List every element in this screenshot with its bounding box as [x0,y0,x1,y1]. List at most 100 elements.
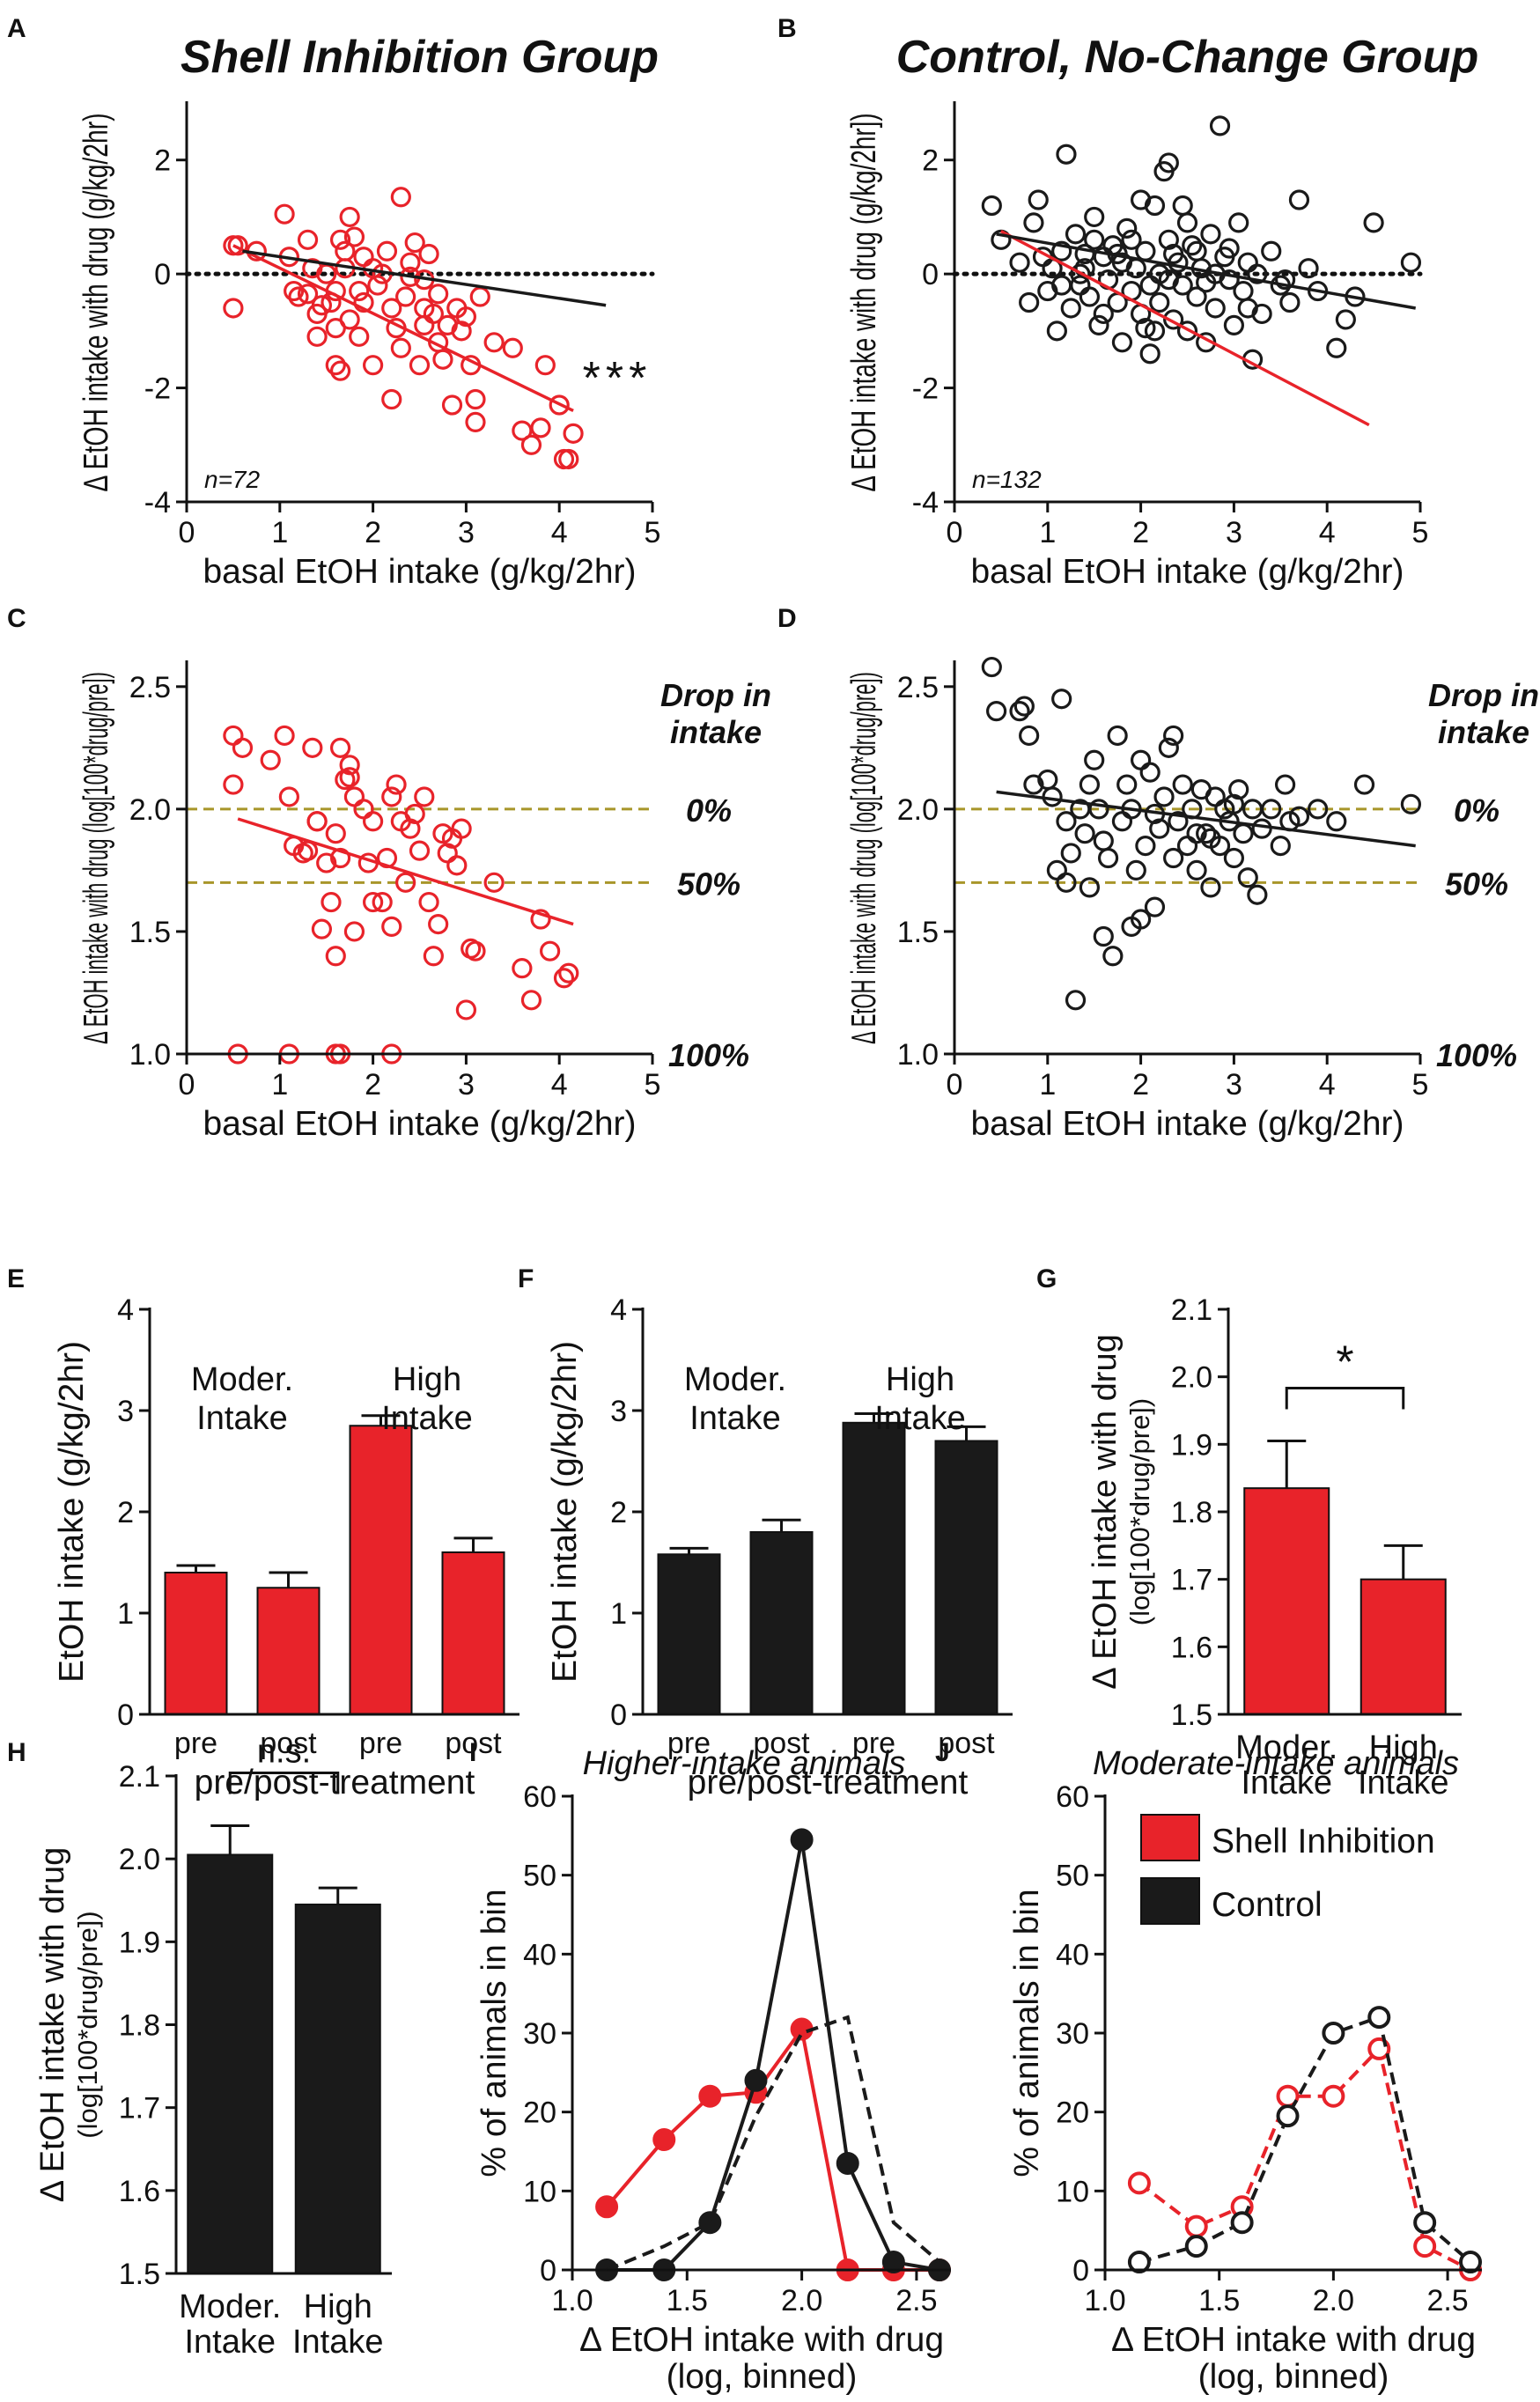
group-label: Moder. Intake [684,1361,786,1437]
data-point [1093,925,1114,947]
data-point [1223,314,1245,335]
y-axis-label-line: (log[100*drug/pre]) [1124,1398,1155,1626]
group-label-line: Intake [689,1400,781,1437]
data-point [1135,318,1156,339]
y-tick-label: 10 [523,2175,556,2208]
data-point [418,243,439,265]
regression-line [1000,230,1370,427]
data-point [1116,217,1138,239]
data-point [1219,238,1240,259]
y-tick-label: 1 [117,1597,134,1631]
data-point [1097,847,1119,869]
data-point [512,958,533,979]
series-line [605,2024,939,2272]
data-point [1237,867,1258,888]
data-point [1186,859,1207,881]
x-tick-label: post [938,1727,995,1760]
data-point [1074,823,1095,844]
data-point [1308,799,1329,820]
x-tick-label: post [260,1727,317,1760]
x-category-line: High [1369,1729,1438,1766]
series-marker [1127,2171,1151,2195]
data-point [558,448,579,470]
x-tick-label: pre [174,1727,217,1760]
y-tick-label: 40 [1056,1938,1089,1971]
panel-label: A [7,14,26,43]
data-point [1233,823,1254,844]
panel-label: B [777,14,797,43]
data-point [1139,762,1161,783]
x-axis-label: pre/post-treatment [688,1764,969,1802]
x-tick-label: 4 [551,1068,568,1102]
data-point [1176,212,1198,233]
data-point [981,656,1002,678]
y-tick-label: 0 [117,1698,134,1732]
y-tick-label: 1.7 [1171,1564,1212,1597]
data-point [376,240,398,262]
data-point [329,360,351,381]
x-axis-label: basal EtOH intake (g/kg/2hr) [203,553,636,591]
data-point [321,891,342,913]
x-tick-label: 0 [179,516,195,549]
data-point [1200,877,1221,898]
data-point [363,891,384,913]
data-point [1163,243,1184,265]
y-tick-label: 1.5 [129,916,171,949]
data-point [1074,243,1095,265]
data-point [1051,240,1072,262]
data-point [1009,252,1030,273]
panel-label: G [1036,1264,1057,1293]
data-point [1084,749,1105,770]
data-point [1176,321,1198,342]
data-point [284,280,305,302]
y-tick-label: 2 [117,1496,134,1529]
data-point [353,291,374,313]
bar [256,1587,321,1715]
data-point [1196,823,1217,844]
data-point [1079,877,1101,898]
data-point [297,284,319,305]
y-tick-label: 2.1 [119,1760,160,1794]
data-point [278,786,299,807]
data-point [1084,229,1105,250]
data-point [325,318,346,339]
significance-bracket [1285,1387,1405,1410]
data-point [339,767,360,788]
regression-line [237,817,574,926]
y-axis-label-line: Δ EtOH intake with drug [34,1847,71,2202]
series-marker [1184,2235,1208,2258]
group-label: Moder. Intake [191,1361,293,1437]
x-tick-label: 1 [271,516,288,549]
panel-label: C [7,604,26,633]
bar [749,1531,814,1715]
data-point [455,999,477,1020]
data-point [1168,811,1189,832]
bar [657,1553,721,1716]
y-tick-label: 50 [523,1860,556,1893]
x-tick-label: 0 [179,1068,195,1102]
data-point [1172,774,1193,795]
series-marker [1230,2211,1254,2235]
y-axis-label: Δ EtOH intake with drug (log[100*drug/pr… [77,672,115,1044]
data-point [1288,189,1310,210]
x-tick-label: 2.5 [895,2284,937,2317]
legend-swatch [1140,1814,1200,1861]
data-point [1125,859,1146,881]
x-tick-label: 1 [271,1068,288,1102]
data-point [306,326,328,347]
data-point [1070,263,1091,284]
x-category-line: High [304,2288,372,2325]
y-tick-label: 2.5 [897,671,939,704]
drop-percent-label: 50% [1445,866,1508,902]
drop-in-intake-label: Drop in intake [660,677,771,750]
data-point [349,280,370,302]
x-tick-label: 4 [1319,516,1336,549]
y-tick-label: 0 [610,1698,627,1732]
panel-label: F [518,1264,534,1293]
data-point [991,229,1012,250]
x-category-line: Intake [292,2324,384,2361]
data-point [441,394,463,416]
data-point [558,962,579,984]
data-point [400,252,421,273]
